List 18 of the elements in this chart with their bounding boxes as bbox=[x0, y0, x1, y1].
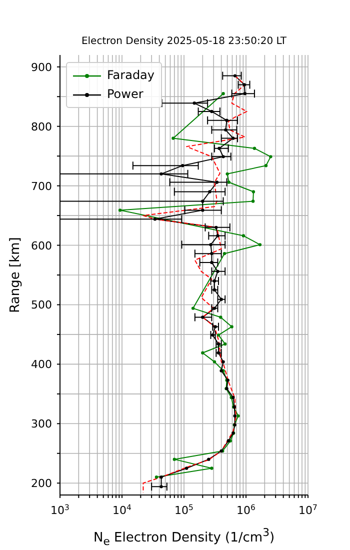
y-tick-label: 600 bbox=[31, 239, 52, 252]
x-tick-label: 10$^{7}$ bbox=[298, 502, 318, 517]
y-tick-label: 200 bbox=[31, 477, 52, 490]
y-axis-title: Range [km] bbox=[8, 237, 23, 313]
x-tick-label: 10$^{4}$ bbox=[112, 502, 132, 517]
y-tick-label: 500 bbox=[31, 298, 52, 312]
legend-label: Faraday bbox=[107, 67, 155, 84]
x-tick-label: 10$^{3}$ bbox=[50, 502, 70, 517]
legend-label: Power bbox=[107, 86, 144, 103]
y-tick-label: 400 bbox=[31, 358, 52, 372]
y-tick-label: 800 bbox=[31, 120, 52, 134]
chart-title: Electron Density 2025-05-18 23:50:20 LT bbox=[80, 36, 288, 47]
y-tick-label: 700 bbox=[31, 180, 52, 193]
x-tick-label: 10$^{6}$ bbox=[236, 502, 256, 517]
x-axis-title: N$_{e}$ Electron Density (1/cm$^{3}$) bbox=[92, 526, 276, 548]
y-tick-label: 300 bbox=[31, 418, 52, 431]
y-tick-label: 900 bbox=[31, 60, 52, 74]
x-tick-label: 10$^{5}$ bbox=[174, 502, 194, 517]
